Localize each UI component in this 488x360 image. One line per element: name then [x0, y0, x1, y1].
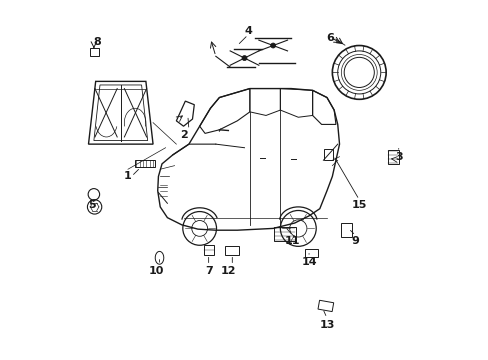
- Circle shape: [270, 43, 275, 48]
- Text: 9: 9: [351, 236, 359, 246]
- Bar: [135, 159, 155, 167]
- Text: 14: 14: [301, 257, 316, 267]
- Text: 12: 12: [220, 266, 236, 276]
- Text: 8: 8: [93, 37, 101, 47]
- Text: 4: 4: [244, 26, 251, 36]
- Text: 11: 11: [285, 236, 300, 246]
- Text: 6: 6: [326, 33, 334, 43]
- Text: 10: 10: [149, 266, 164, 276]
- Bar: [225, 246, 239, 255]
- Text: 15: 15: [351, 200, 366, 210]
- Text: 5: 5: [88, 200, 96, 210]
- Text: 2: 2: [179, 130, 187, 140]
- Bar: [341, 223, 351, 237]
- Text: 13: 13: [319, 320, 334, 330]
- Text: 3: 3: [394, 152, 402, 162]
- Bar: [89, 48, 99, 56]
- Bar: [387, 149, 398, 164]
- Bar: [274, 226, 295, 241]
- Bar: [203, 245, 214, 255]
- Circle shape: [242, 55, 246, 60]
- Text: 1: 1: [124, 171, 132, 181]
- Bar: [317, 300, 333, 312]
- Text: 7: 7: [204, 266, 212, 276]
- Bar: [304, 249, 318, 257]
- Bar: [324, 149, 333, 160]
